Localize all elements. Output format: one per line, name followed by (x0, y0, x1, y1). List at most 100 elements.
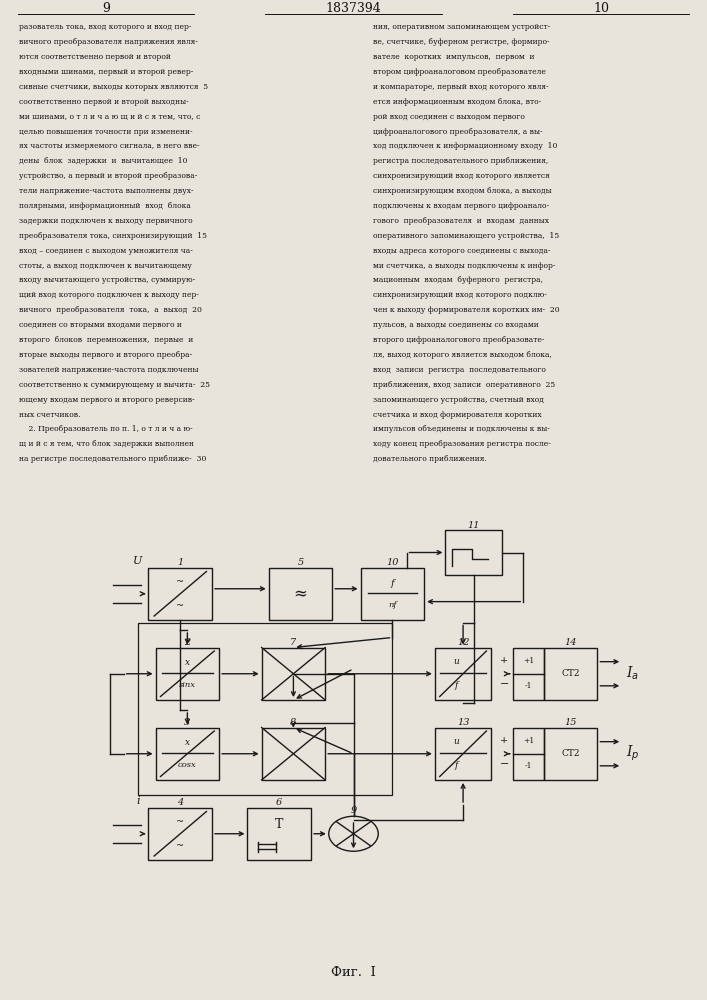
Text: 2. Преобразователь по п. 1, о т л и ч а ю-: 2. Преобразователь по п. 1, о т л и ч а … (19, 425, 193, 433)
Text: u: u (453, 737, 459, 746)
Text: U: U (133, 556, 143, 566)
Bar (138, 622, 392, 795)
Text: 10: 10 (593, 2, 609, 15)
Text: I$_p$: I$_p$ (626, 744, 640, 763)
Text: ми шинами, о т л и ч а ю щ и й с я тем, что, с: ми шинами, о т л и ч а ю щ и й с я тем, … (19, 113, 201, 121)
Text: ля, выход которого является выходом блока,: ля, выход которого является выходом блок… (373, 351, 551, 359)
Text: дены  блок  задержки  и  вычитающее  10: дены блок задержки и вычитающее 10 (19, 157, 187, 165)
Text: приближения, вход записи  оперативного  25: приближения, вход записи оперативного 25 (373, 381, 555, 389)
Bar (148, 568, 212, 620)
Text: вателе  коротких  импульсов,  первом  и: вателе коротких импульсов, первом и (373, 53, 534, 61)
Text: второго  блоков  перемножения,  первые  и: второго блоков перемножения, первые и (19, 336, 193, 344)
Text: ход подключен к информационному входу  10: ход подключен к информационному входу 10 (373, 142, 557, 150)
Text: цифроаналогового преобразователя, а вы-: цифроаналогового преобразователя, а вы- (373, 128, 542, 136)
Bar (544, 648, 597, 700)
Text: 3: 3 (185, 718, 190, 727)
Text: i: i (136, 796, 139, 806)
Text: nf: nf (388, 601, 397, 609)
Text: ных счетчиков.: ных счетчиков. (19, 411, 81, 419)
Text: тели напряжение-частота выполнены двух-: тели напряжение-частота выполнены двух- (19, 187, 194, 195)
Text: входу вычитающего устройства, суммирую-: входу вычитающего устройства, суммирую- (19, 276, 195, 284)
Text: f: f (455, 761, 458, 770)
Text: задержки подключен к выходу первичного: задержки подключен к выходу первичного (19, 217, 193, 225)
Text: ве, счетчике, буферном регистре, формиро-: ве, счетчике, буферном регистре, формиро… (373, 38, 549, 46)
Text: ~: ~ (176, 601, 185, 610)
Text: преобразователя тока, синхронизирующий  15: преобразователя тока, синхронизирующий 1… (19, 232, 207, 240)
Text: −: − (500, 679, 509, 689)
Text: регистра последовательного приближения,: регистра последовательного приближения, (373, 157, 548, 165)
Text: CT2: CT2 (561, 669, 580, 678)
Bar (247, 808, 311, 860)
Text: 1837394: 1837394 (326, 2, 381, 15)
Bar (156, 728, 219, 780)
Text: 14: 14 (565, 638, 577, 647)
Text: импульсов объединены и подключены к вы-: импульсов объединены и подключены к вы- (373, 425, 549, 433)
Text: вичного преобразователя напряжения явля-: вичного преобразователя напряжения явля- (19, 38, 198, 46)
Text: мационным  входам  буферного  регистра,: мационным входам буферного регистра, (373, 276, 542, 284)
Text: входными шинами, первый и второй ревер-: входными шинами, первый и второй ревер- (19, 68, 194, 76)
Bar (269, 568, 332, 620)
Bar (262, 648, 325, 700)
Text: 8: 8 (291, 718, 296, 727)
Text: вичного  преобразователя  тока,  а  выход  20: вичного преобразователя тока, а выход 20 (19, 306, 202, 314)
Text: −: − (500, 759, 509, 769)
Text: стоты, а выход подключен к вычитающему: стоты, а выход подключен к вычитающему (19, 262, 192, 270)
Text: 2: 2 (185, 638, 190, 647)
Text: вход – соединен с выходом умножителя ча-: вход – соединен с выходом умножителя ча- (19, 247, 193, 255)
Text: зователей напряжение-частота подключены: зователей напряжение-частота подключены (19, 366, 199, 374)
Bar (262, 728, 325, 780)
Text: соответственно первой и второй выходны-: соответственно первой и второй выходны- (19, 98, 189, 106)
Text: ~: ~ (176, 577, 185, 586)
Text: 4: 4 (177, 798, 183, 807)
Bar (156, 648, 219, 700)
Text: синхронизирующий вход которого является: синхронизирующий вход которого является (373, 172, 549, 180)
Text: 13: 13 (457, 718, 469, 727)
Text: синхронизирующим входом блока, а выходы: синхронизирующим входом блока, а выходы (373, 187, 551, 195)
Text: оперативного запоминающего устройства,  15: оперативного запоминающего устройства, 1… (373, 232, 559, 240)
Text: ющему входам первого и второго реверсив-: ющему входам первого и второго реверсив- (19, 396, 195, 404)
Bar (435, 728, 491, 780)
Text: I$_a$: I$_a$ (626, 665, 639, 682)
Text: ется информационным входом блока, вто-: ется информационным входом блока, вто- (373, 98, 541, 106)
Text: 12: 12 (457, 638, 469, 647)
Text: 6: 6 (276, 798, 282, 807)
Text: 11: 11 (467, 520, 480, 530)
Text: 7: 7 (291, 638, 296, 647)
Text: ~: ~ (176, 841, 185, 850)
Text: +: + (500, 736, 508, 745)
Text: соединен со вторыми входами первого и: соединен со вторыми входами первого и (19, 321, 182, 329)
Text: +1: +1 (523, 737, 534, 745)
Text: 1: 1 (177, 558, 183, 567)
Text: f: f (455, 681, 458, 690)
Text: -1: -1 (525, 682, 532, 690)
Text: Фиг.  I: Фиг. I (331, 966, 376, 979)
Text: гового  преобразователя  и  входам  данных: гового преобразователя и входам данных (373, 217, 549, 225)
Bar (513, 648, 544, 700)
Text: 10: 10 (386, 558, 399, 567)
Text: полярными, информационный  вход  блока: полярными, информационный вход блока (19, 202, 191, 210)
Text: щ и й с я тем, что блок задержки выполнен: щ и й с я тем, что блок задержки выполне… (19, 440, 194, 448)
Text: 5: 5 (298, 558, 303, 567)
Text: +1: +1 (523, 657, 534, 665)
Text: второго цифроаналогового преобразовате-: второго цифроаналогового преобразовате- (373, 336, 544, 344)
Text: ~: ~ (176, 817, 185, 826)
Text: ≈: ≈ (293, 585, 308, 602)
Text: сивные счетчики, выходы которых являются  5: сивные счетчики, выходы которых являются… (19, 83, 209, 91)
Text: запоминающего устройства, счетный вход: запоминающего устройства, счетный вход (373, 396, 544, 404)
Text: разователь тока, вход которого и вход пер-: разователь тока, вход которого и вход пе… (19, 23, 192, 31)
Text: ются соответственно первой и второй: ются соответственно первой и второй (19, 53, 171, 61)
Bar (361, 568, 424, 620)
Text: счетчика и вход формирователя коротких: счетчика и вход формирователя коротких (373, 411, 542, 419)
Text: u: u (453, 657, 459, 666)
Text: cosx: cosx (178, 761, 197, 769)
Text: x: x (185, 738, 190, 747)
Text: 9: 9 (102, 2, 110, 15)
Text: втором цифроаналоговом преобразователе: втором цифроаналоговом преобразователе (373, 68, 546, 76)
Text: щий вход которого подключен к выходу пер-: щий вход которого подключен к выходу пер… (19, 291, 199, 299)
Bar (435, 648, 491, 700)
Text: довательного приближения.: довательного приближения. (373, 455, 486, 463)
Text: T: T (275, 818, 284, 831)
Text: чен к выходу формирователя коротких им-  20: чен к выходу формирователя коротких им- … (373, 306, 559, 314)
Bar (513, 728, 544, 780)
Text: x: x (185, 658, 190, 667)
